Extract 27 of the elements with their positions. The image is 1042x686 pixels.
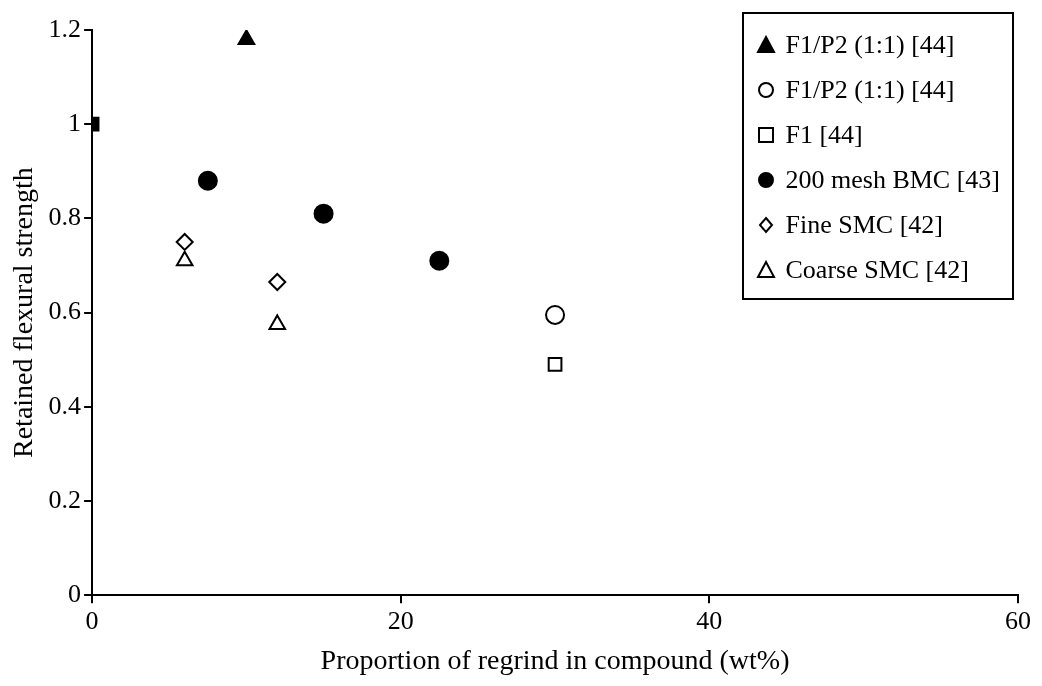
point xyxy=(268,272,287,291)
point xyxy=(175,250,194,267)
x-tick-label: 20 xyxy=(387,605,414,635)
y-tick-label: 0.4 xyxy=(48,390,82,420)
legend-label: 200 mesh BMC [43] xyxy=(785,164,1000,196)
y-tick-label: 0 xyxy=(68,579,82,609)
x-tick-label: 40 xyxy=(696,605,723,635)
legend-label: F1/P2 (1:1) [44] xyxy=(785,74,955,106)
point xyxy=(429,250,450,271)
legend-label: F1 [44] xyxy=(785,119,863,151)
point xyxy=(313,203,334,224)
point xyxy=(237,30,256,45)
y-tick-label: 0.2 xyxy=(48,484,82,514)
y-axis-title: Retained flexural strength xyxy=(7,167,39,458)
point xyxy=(175,232,194,251)
y-tick-label: 1 xyxy=(68,108,82,138)
y-tick-label: 0.6 xyxy=(48,296,82,326)
point xyxy=(547,357,563,372)
legend-label: F1/P2 (1:1) [44] xyxy=(785,29,955,61)
point xyxy=(545,304,566,325)
x-axis-title: Proportion of regrind in compound (wt%) xyxy=(320,643,790,675)
point xyxy=(197,170,218,191)
y-tick-label: 0.8 xyxy=(48,202,82,232)
legend-label: Coarse SMC [42] xyxy=(785,254,969,286)
legend-label: Fine SMC [42] xyxy=(785,209,943,241)
x-tick-label: 60 xyxy=(1005,605,1031,635)
y-tick-label: 1.2 xyxy=(48,13,82,43)
